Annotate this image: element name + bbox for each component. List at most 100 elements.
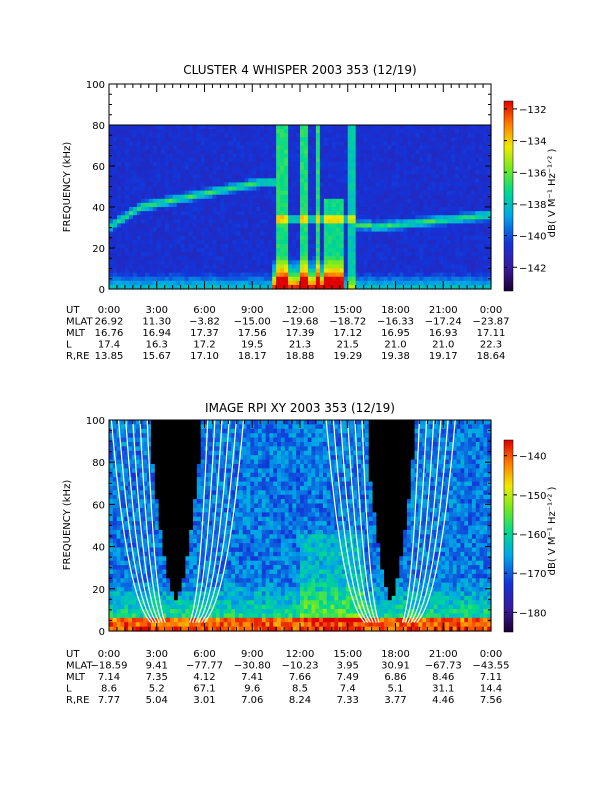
spectrogram-cell bbox=[164, 256, 170, 261]
spectrogram-cell bbox=[252, 166, 257, 171]
spectrogram-cell bbox=[120, 280, 126, 286]
spectrogram-cell bbox=[109, 587, 114, 593]
spectrogram-cell bbox=[463, 248, 468, 253]
spectrogram-cell bbox=[152, 198, 158, 204]
spectrogram-cell bbox=[455, 194, 460, 200]
spectrogram-cell bbox=[164, 264, 170, 270]
spectrogram-cell bbox=[140, 166, 146, 171]
spectrogram-cell bbox=[220, 133, 225, 138]
spectrogram-cell bbox=[391, 194, 397, 200]
spectrogram-cell bbox=[323, 211, 329, 216]
spectrogram-cell bbox=[236, 284, 241, 290]
spectrogram-cell bbox=[196, 129, 202, 134]
spectrogram-cell bbox=[327, 260, 333, 265]
spectrogram-cell bbox=[172, 145, 178, 151]
spectrogram-cell bbox=[459, 145, 464, 151]
spectrogram-cell bbox=[351, 198, 357, 204]
spectrogram-cell bbox=[147, 494, 152, 500]
spectrogram-cell bbox=[379, 161, 385, 167]
spectrogram-cell bbox=[200, 170, 206, 175]
spectrogram-cell bbox=[391, 211, 397, 216]
spectrogram-cell bbox=[140, 198, 146, 204]
spectrogram-cell bbox=[168, 129, 174, 134]
spectrogram-cell bbox=[471, 141, 476, 147]
spectrogram-cell bbox=[307, 145, 313, 151]
spectrogram-cell bbox=[170, 499, 175, 505]
spectrogram-cell bbox=[216, 182, 222, 188]
spectrogram-cell bbox=[379, 264, 385, 270]
spectrogram-cell bbox=[173, 420, 179, 425]
spectrogram-cell bbox=[419, 153, 424, 159]
spectrogram-cell bbox=[151, 428, 156, 434]
spectrogram-cell bbox=[288, 252, 293, 257]
spectrogram-cell bbox=[116, 441, 122, 447]
spectrogram-cell bbox=[208, 207, 214, 212]
spectrogram-cell bbox=[200, 268, 206, 274]
spectrogram-cell bbox=[339, 256, 345, 261]
spectrogram-cell bbox=[483, 125, 488, 130]
spectrogram-cell bbox=[148, 272, 154, 278]
spectrogram-cell bbox=[176, 243, 182, 249]
spectrogram-cell bbox=[204, 149, 210, 155]
spectrogram-cell bbox=[128, 582, 133, 588]
spectrogram-cell bbox=[431, 141, 436, 147]
spectrogram-cell bbox=[151, 503, 156, 509]
spectrogram-cell bbox=[147, 481, 152, 487]
spectrogram-cell bbox=[339, 194, 345, 200]
spectrogram-cell bbox=[236, 223, 241, 229]
spectrogram-cell bbox=[264, 239, 269, 245]
spectrogram-cell bbox=[220, 161, 225, 167]
spectrogram-cell bbox=[252, 129, 257, 134]
spectrogram-cell bbox=[479, 137, 484, 142]
spectrogram-cell bbox=[144, 276, 150, 282]
spectrogram-cell bbox=[160, 215, 166, 220]
spectrogram-cell bbox=[112, 507, 118, 513]
spectrogram-cell bbox=[170, 565, 175, 571]
spectrogram-cell bbox=[124, 284, 130, 290]
spectrogram-cell bbox=[343, 174, 349, 179]
spectrogram-cell bbox=[112, 248, 118, 253]
spectrogram-cell bbox=[280, 235, 285, 241]
spectrogram-cell bbox=[220, 264, 225, 270]
spectrogram-cell bbox=[303, 215, 309, 220]
spectrogram-cell bbox=[303, 198, 309, 204]
spectrogram-cell bbox=[431, 223, 436, 229]
spectrogram-cell bbox=[415, 284, 420, 290]
spectrogram-cell bbox=[124, 264, 130, 270]
spectrogram-cell bbox=[300, 182, 305, 188]
spectrogram-cell bbox=[131, 472, 137, 478]
spectrogram-cell bbox=[260, 235, 265, 241]
spectrogram-cell bbox=[224, 243, 229, 249]
spectrogram-cell bbox=[351, 170, 357, 175]
spectrogram-cell bbox=[256, 260, 261, 265]
spectrogram-cell bbox=[439, 268, 444, 274]
spectrogram-cell bbox=[431, 211, 436, 216]
spectrogram-cell bbox=[383, 170, 389, 175]
spectrogram-cell bbox=[212, 239, 218, 245]
spectrogram-cell bbox=[467, 153, 472, 159]
spectrogram-cell bbox=[166, 556, 171, 562]
spectrogram-cell bbox=[339, 178, 345, 183]
spectrogram-cell bbox=[268, 157, 273, 163]
spectrogram-cell bbox=[143, 494, 148, 500]
spectrogram-cell bbox=[260, 186, 265, 192]
spectrogram-cell bbox=[135, 428, 141, 434]
spectrogram-cell bbox=[307, 125, 313, 130]
spectrogram-cell bbox=[303, 235, 309, 241]
spectrogram-cell bbox=[224, 284, 229, 290]
spectrogram-cell bbox=[232, 174, 237, 179]
spectrogram-cell bbox=[288, 227, 293, 233]
spectrogram-cell bbox=[200, 227, 206, 233]
spectrogram-cell bbox=[244, 284, 249, 290]
spectrogram-cell bbox=[162, 560, 167, 566]
spectrogram-cell bbox=[208, 284, 214, 290]
spectrogram-cell bbox=[363, 178, 369, 183]
spectrogram-cell bbox=[475, 239, 480, 245]
spectrogram-cell bbox=[272, 284, 277, 290]
spectrogram-cell bbox=[288, 223, 293, 229]
spectrogram-cell bbox=[162, 499, 167, 505]
spectrogram-cell bbox=[220, 194, 225, 200]
spectrogram-cell bbox=[451, 166, 456, 171]
spectrogram-cell bbox=[415, 174, 420, 179]
spectrogram-cell bbox=[200, 198, 206, 204]
